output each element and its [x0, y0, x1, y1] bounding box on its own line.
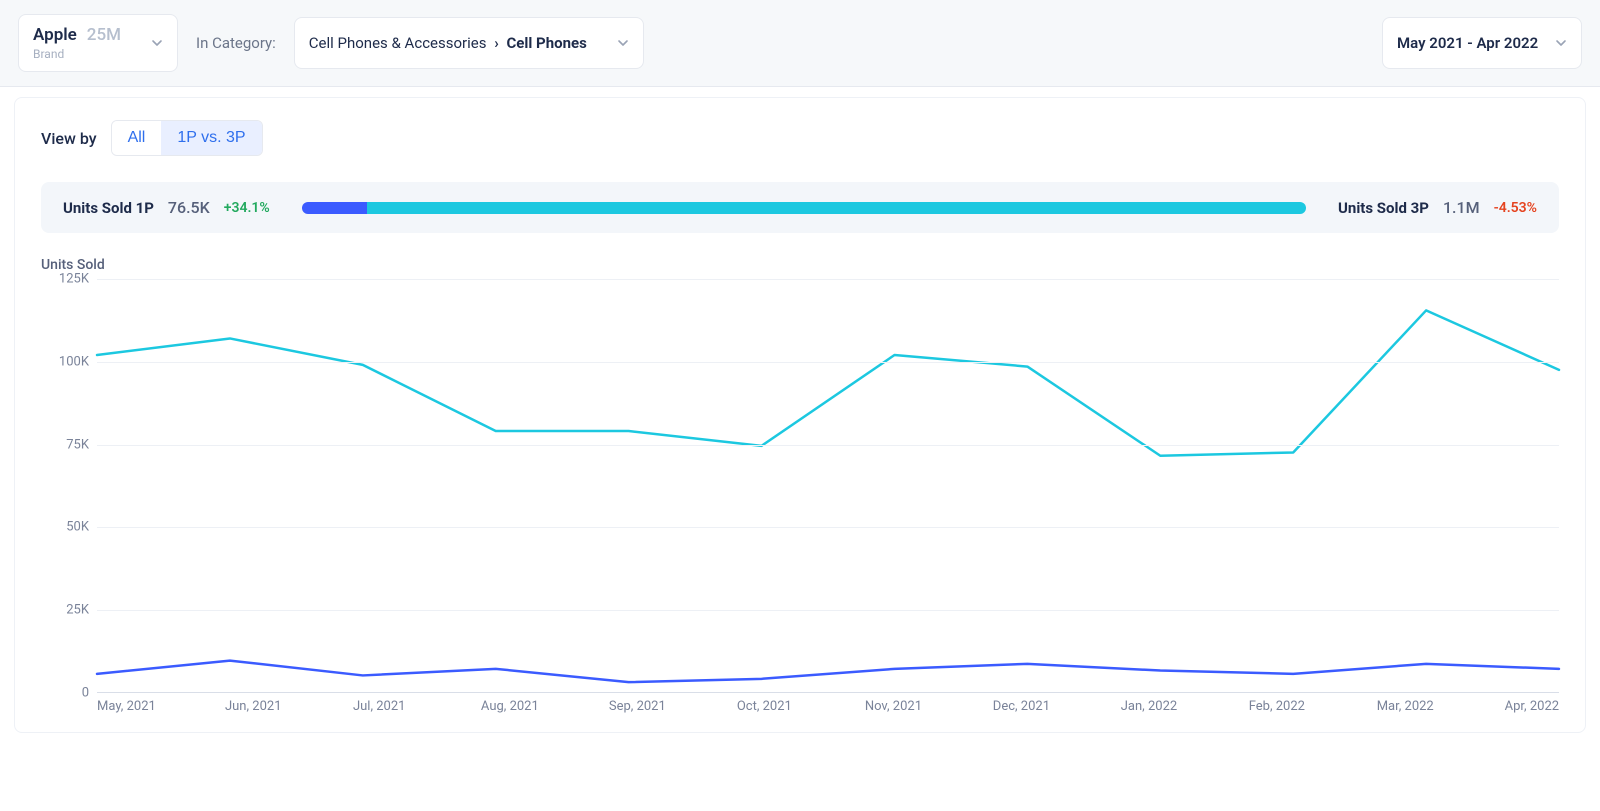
- x-tick-label: Nov, 2021: [865, 699, 993, 714]
- x-tick-label: Feb, 2022: [1249, 699, 1377, 714]
- category-parent: Cell Phones & Accessories: [309, 34, 487, 52]
- metric-3p-value: 1.1M: [1443, 198, 1480, 217]
- date-range-selector[interactable]: May 2021 - Apr 2022: [1382, 17, 1582, 69]
- metric-3p-label: Units Sold 3P: [1338, 199, 1429, 217]
- chart-series-1p: [97, 661, 1559, 683]
- x-tick-label: May, 2021: [97, 699, 225, 714]
- x-tick-label: Jan, 2022: [1121, 699, 1249, 714]
- metric-1p-label: Units Sold 1P: [63, 199, 154, 217]
- chart-plot: [97, 279, 1559, 693]
- metric-1p-delta: +34.1%: [224, 200, 270, 216]
- view-tab-all[interactable]: All: [112, 121, 162, 155]
- y-tick-label: 75K: [66, 437, 89, 452]
- x-tick-label: Apr, 2022: [1505, 699, 1559, 714]
- x-tick-label: Aug, 2021: [481, 699, 609, 714]
- breadcrumb-separator: ›: [494, 34, 499, 52]
- metric-1p-value: 76.5K: [168, 198, 210, 217]
- share-progress-bar: [302, 202, 1306, 214]
- chart-gridline: [97, 445, 1559, 446]
- chart-gridline: [97, 527, 1559, 528]
- category-breadcrumb: Cell Phones & Accessories › Cell Phones: [309, 34, 587, 52]
- x-tick-label: Dec, 2021: [993, 699, 1121, 714]
- filter-bar: Apple 25M Brand In Category: Cell Phones…: [0, 0, 1600, 87]
- view-by-label: View by: [41, 129, 97, 148]
- x-tick-label: Mar, 2022: [1377, 699, 1505, 714]
- view-by-segmented: All1P vs. 3P: [111, 120, 263, 156]
- view-by-row: View by All1P vs. 3P: [41, 120, 1559, 156]
- chevron-down-icon: [1555, 37, 1567, 49]
- y-tick-label: 125K: [59, 272, 89, 287]
- main-panel: View by All1P vs. 3P Units Sold 1P 76.5K…: [14, 97, 1586, 733]
- chart-area: Units Sold 025K50K75K100K125K May, 2021J…: [41, 257, 1559, 714]
- brand-count: 25M: [87, 25, 121, 45]
- progress-segment: [367, 202, 1306, 214]
- brand-name: Apple: [33, 25, 77, 45]
- y-tick-label: 50K: [66, 520, 89, 535]
- chart-y-axis: 025K50K75K100K125K: [41, 279, 97, 693]
- x-tick-label: Sep, 2021: [609, 699, 737, 714]
- progress-segment: [302, 202, 367, 214]
- category-selector[interactable]: Cell Phones & Accessories › Cell Phones: [294, 17, 644, 69]
- chart-gridline: [97, 279, 1559, 280]
- y-tick-label: 25K: [66, 603, 89, 618]
- category-current: Cell Phones: [506, 34, 586, 52]
- chart-x-axis: May, 2021Jun, 2021Jul, 2021Aug, 2021Sep,…: [97, 699, 1559, 714]
- y-tick-label: 100K: [59, 354, 89, 369]
- chart-y-title: Units Sold: [41, 257, 1559, 273]
- metric-3p-delta: -4.53%: [1494, 200, 1537, 216]
- view-tab-1p-vs-3p[interactable]: 1P vs. 3P: [161, 121, 261, 155]
- brand-selector[interactable]: Apple 25M Brand: [18, 14, 178, 72]
- chevron-down-icon: [151, 37, 163, 49]
- x-tick-label: Oct, 2021: [737, 699, 865, 714]
- chevron-down-icon: [617, 37, 629, 49]
- x-tick-label: Jul, 2021: [353, 699, 481, 714]
- chart-gridline: [97, 362, 1559, 363]
- date-range-value: May 2021 - Apr 2022: [1397, 34, 1538, 52]
- summary-bar: Units Sold 1P 76.5K +34.1% Units Sold 3P…: [41, 182, 1559, 233]
- chart-series-3p: [97, 310, 1559, 455]
- chart-gridline: [97, 610, 1559, 611]
- brand-sublabel: Brand: [33, 47, 121, 61]
- y-tick-label: 0: [82, 686, 89, 701]
- category-filter-label: In Category:: [196, 34, 276, 52]
- x-tick-label: Jun, 2021: [225, 699, 353, 714]
